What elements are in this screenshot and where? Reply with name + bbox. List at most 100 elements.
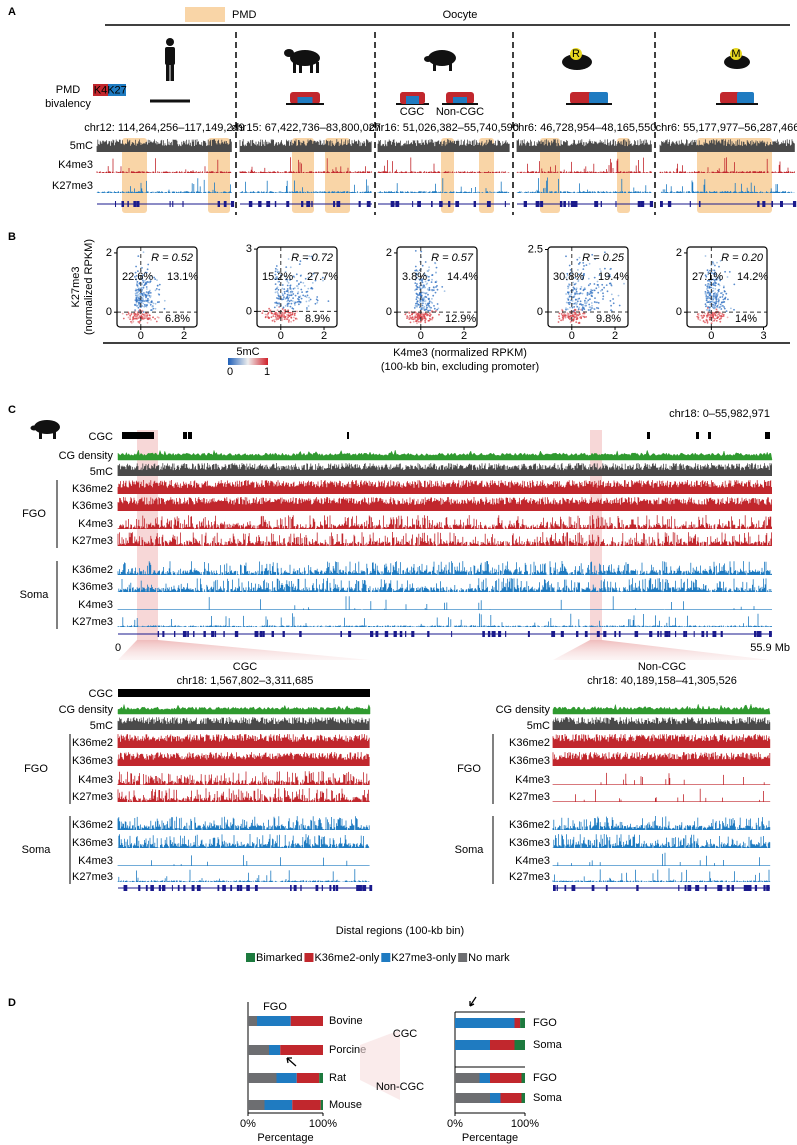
quadrant-pct: 14% [735, 313, 757, 325]
scatter-cloud [295, 273, 298, 276]
gene [574, 885, 576, 891]
scatter-cloud [293, 312, 296, 315]
scatter-cloud [428, 275, 430, 278]
scatter-cloud [148, 294, 151, 297]
scatter-cloud [591, 295, 593, 298]
scatter-cloud [282, 306, 285, 309]
scatter-cloud [148, 277, 151, 280]
pmd-legend-swatch [185, 7, 225, 22]
scatter-cloud [134, 276, 136, 278]
scatter-cloud [287, 302, 289, 305]
gene [640, 201, 645, 207]
bar-segment [292, 1100, 321, 1110]
scatter-cloud [609, 275, 611, 278]
scatter-cloud [289, 305, 292, 308]
scatter-cloud [143, 284, 146, 286]
label: Non-CGC [376, 1081, 424, 1093]
label: K36me3 [72, 837, 113, 849]
legend-swatch [381, 953, 391, 962]
scatter-cloud [566, 297, 569, 300]
plot-frame [116, 246, 198, 328]
gene [504, 201, 506, 207]
label: 5mC [527, 720, 550, 732]
scatter-cloud [285, 266, 288, 268]
scatter-cloud [296, 318, 298, 320]
scatter-cloud [721, 315, 724, 318]
scatter-cloud [147, 292, 150, 295]
scatter-cloud [306, 308, 308, 311]
scatter-cloud [138, 297, 141, 300]
scatter-cloud [415, 276, 418, 279]
scatter-cloud [154, 307, 157, 310]
gene [172, 201, 174, 207]
scatter-cloud [287, 297, 290, 300]
scatter-cloud [296, 285, 299, 287]
bar-segment [280, 1045, 323, 1055]
scatter-cloud [575, 298, 577, 301]
scatter-cloud [293, 316, 295, 319]
gene [726, 885, 730, 891]
scatter-cloud [287, 291, 290, 294]
scatter-cloud [578, 306, 580, 309]
gene [685, 631, 688, 637]
gene [527, 631, 530, 637]
scatter-cloud [712, 263, 715, 265]
gene [792, 201, 797, 207]
scatter-cloud [610, 284, 613, 286]
scatter-cloud [141, 297, 144, 300]
scatter-cloud [576, 300, 579, 303]
scatter-cloud [429, 315, 431, 317]
scatter-cloud [589, 298, 591, 301]
quadrant-pct: 30.8% [553, 271, 584, 283]
plot-frame [256, 246, 338, 328]
gene [299, 631, 302, 637]
scatter-cloud [424, 319, 426, 322]
scatter-cloud [715, 296, 718, 299]
scatter-cloud [612, 298, 614, 300]
label: K36me2 [72, 737, 113, 749]
scatter-cloud [591, 304, 593, 307]
scatter-cloud [608, 282, 611, 285]
gene [191, 885, 195, 891]
bar-segment [248, 1016, 257, 1026]
scatter-cloud [428, 306, 431, 309]
signal-track [117, 816, 370, 830]
y-tick-label: 2 [676, 247, 682, 259]
scatter-cloud [150, 275, 153, 278]
scatter-cloud [152, 316, 154, 319]
scatter-cloud [572, 296, 575, 299]
scatter-cloud [412, 318, 415, 321]
gene [340, 631, 342, 637]
category-label: Soma [533, 1092, 563, 1104]
label: Soma [20, 589, 50, 601]
signal-track [117, 532, 772, 546]
highlight [137, 430, 158, 640]
gene [762, 201, 766, 207]
y-tick-label: 0 [106, 306, 112, 318]
label: PMD [232, 9, 257, 21]
cgc-block [188, 432, 192, 439]
plot-frame [396, 246, 478, 328]
scatter-cloud [709, 291, 711, 294]
r-value: R = 0.52 [151, 252, 193, 264]
scatter-cloud [699, 319, 702, 321]
scatter-cloud [310, 287, 312, 290]
gene [731, 885, 735, 891]
scatter-cloud [704, 321, 706, 324]
scatter-cloud [424, 300, 427, 302]
scatter-cloud [137, 321, 140, 323]
scatter-cloud [575, 287, 578, 290]
gene [259, 631, 263, 637]
scatter-cloud [419, 287, 422, 290]
label: K36me2 [72, 564, 113, 576]
scatter-cloud [718, 265, 720, 268]
gene [559, 201, 563, 207]
scatter-cloud [710, 278, 713, 281]
scatter-cloud [141, 294, 144, 296]
pmd-region [325, 138, 350, 213]
scatter-cloud [437, 307, 440, 310]
label: K36me3 [509, 755, 550, 767]
scatter-cloud [276, 286, 279, 289]
scatter-cloud [581, 315, 583, 317]
cgc-block [122, 432, 154, 439]
